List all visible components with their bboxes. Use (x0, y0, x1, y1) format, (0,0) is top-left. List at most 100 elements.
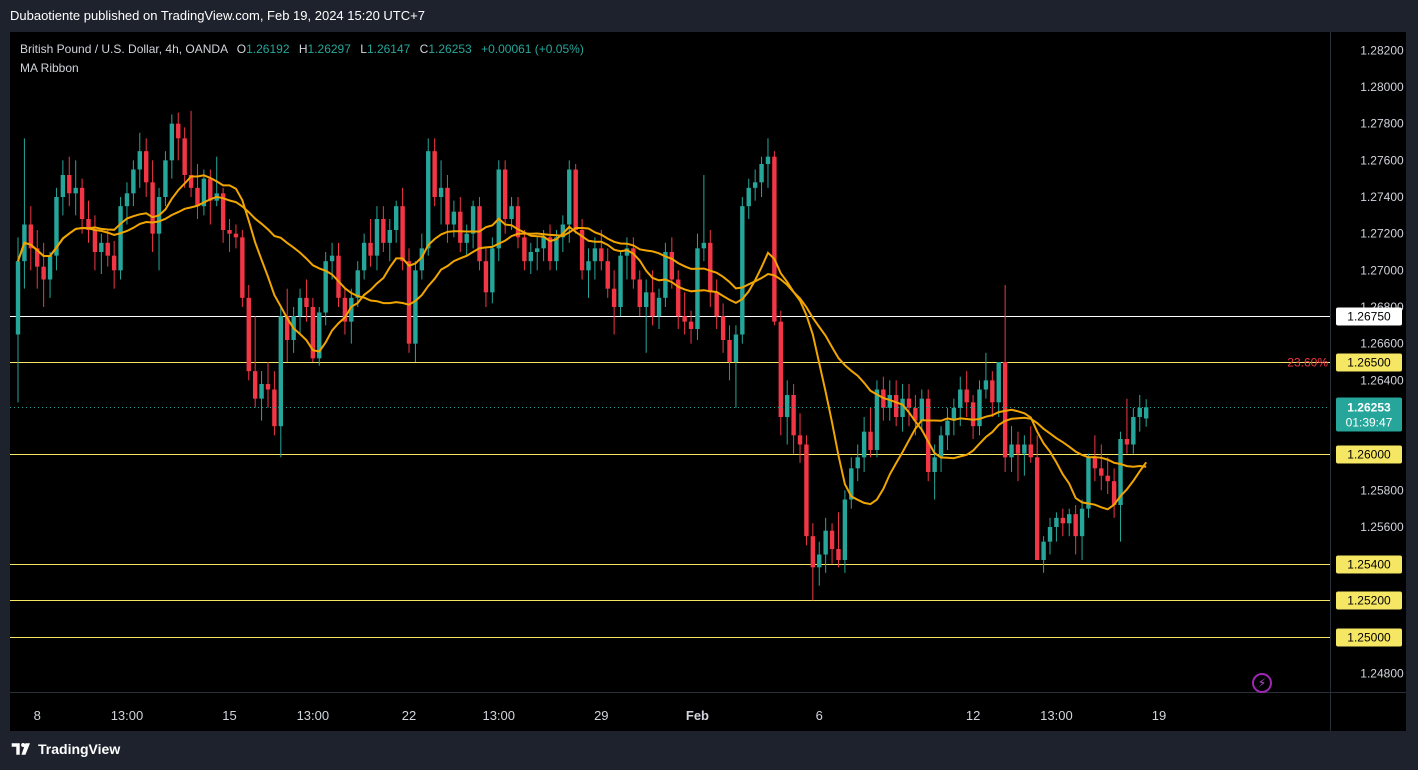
x-tick-label: 22 (402, 708, 416, 723)
close-value: 1.26253 (428, 42, 472, 56)
candle-body (913, 407, 918, 421)
candle-body (547, 237, 553, 262)
candle-body (400, 206, 405, 262)
candle-body (624, 248, 630, 256)
candle-body (861, 431, 867, 458)
candle-body (1028, 444, 1033, 458)
candle-body (990, 380, 995, 403)
candle-body (996, 362, 1001, 403)
lightning-bolt-icon[interactable]: ⚡︎ (1252, 673, 1272, 693)
candle-body (47, 255, 53, 280)
candle-body (1022, 444, 1027, 454)
candle-body (592, 248, 598, 262)
level-label: 1.25000 (1347, 631, 1391, 645)
candle-body (810, 536, 816, 568)
y-tick-label: 1.28000 (1360, 80, 1404, 94)
y-tick-label: 1.27000 (1360, 263, 1404, 277)
candle-body (1086, 457, 1091, 509)
candle-body (336, 255, 341, 298)
candle-body (15, 261, 21, 335)
candle-body (676, 279, 681, 317)
candle-body (1067, 514, 1072, 524)
candle-body (752, 182, 758, 188)
candle-body (131, 169, 136, 194)
indicator-label[interactable]: MA Ribbon (20, 61, 79, 75)
y-tick-label: 1.27800 (1360, 117, 1404, 131)
candle-body (28, 224, 34, 249)
candle-body (1034, 457, 1040, 560)
brand-name: TradingView (38, 741, 121, 757)
candle-body (201, 178, 207, 207)
candle-body (759, 164, 764, 183)
close-label: C (419, 42, 429, 56)
candle-body (906, 398, 912, 408)
candle-body (785, 395, 790, 417)
candle-body (849, 468, 854, 500)
candle-body (605, 261, 610, 289)
y-tick-label: 1.27200 (1360, 227, 1404, 241)
chart-legend: British Pound / U.S. Dollar, 4h, OANDA O… (20, 40, 584, 78)
y-tick-label: 1.26400 (1360, 373, 1404, 387)
y-tick-label: 1.27600 (1360, 153, 1404, 167)
candle-body (361, 242, 367, 271)
candle-body (817, 554, 822, 568)
price-chart[interactable]: 1.28200 1.28000 1.27800 1.27600 1.27400 1.272… (10, 32, 1406, 731)
candle-body (41, 266, 46, 280)
candle-body (355, 270, 360, 298)
candle-body (932, 457, 937, 472)
fib-level-label: 23.60% (1287, 356, 1328, 370)
y-tick-label: 1.25800 (1360, 483, 1404, 497)
candle-body (663, 252, 668, 298)
candle-body (54, 197, 59, 256)
candle-body (958, 389, 963, 408)
candle-body (1131, 417, 1136, 445)
candle-body (868, 431, 873, 450)
candle-body (92, 230, 98, 252)
candle-body (406, 261, 412, 344)
bar-countdown: 01:39:47 (1346, 416, 1393, 430)
x-tick-label: 13:00 (297, 708, 330, 723)
candle-body (573, 169, 578, 230)
candle-body (1092, 457, 1098, 469)
candle-body (560, 224, 566, 238)
candle-body (111, 255, 117, 271)
low-value: 1.26147 (366, 42, 411, 56)
candle-body (297, 297, 303, 317)
level-label: 1.26500 (1347, 356, 1391, 370)
candle-body (541, 237, 546, 249)
candle-body (579, 230, 585, 271)
candle-body (509, 206, 514, 219)
candle-body (1054, 517, 1059, 527)
candle-body (650, 292, 655, 317)
candle-body (522, 237, 527, 262)
x-tick-label: 12 (966, 708, 980, 723)
candle-body (393, 206, 399, 230)
candle-body (233, 233, 239, 238)
last-price-label-bg (1336, 397, 1402, 432)
y-tick-label: 1.25600 (1360, 520, 1404, 534)
candle-body (740, 206, 745, 335)
candle-body (1060, 517, 1066, 524)
candle-body (1124, 439, 1130, 445)
x-tick-label: 6 (816, 708, 823, 723)
candle-body (310, 307, 316, 359)
candle-body (195, 187, 200, 207)
level-label-bg (1336, 353, 1402, 372)
level-label: 1.26750 (1347, 310, 1391, 324)
y-tick-label: 1.26600 (1360, 337, 1404, 351)
candle-body (502, 169, 508, 219)
symbol-label[interactable]: British Pound / U.S. Dollar, 4h, OANDA (20, 42, 228, 56)
candle-body (688, 321, 694, 329)
candle-body (1041, 541, 1046, 560)
candle-body (1002, 362, 1008, 458)
candle-body (983, 380, 989, 390)
chart-panel[interactable]: 1.28200 1.28000 1.27800 1.27600 1.27400 1.272… (10, 32, 1406, 731)
candle-body (1111, 481, 1117, 505)
level-label: 1.26000 (1347, 448, 1391, 462)
candle-body (1105, 475, 1110, 482)
candle-body (188, 175, 194, 188)
candle-body (413, 270, 418, 344)
low-label: L (360, 42, 367, 56)
candle-body (278, 316, 284, 427)
candle-body (67, 175, 72, 194)
